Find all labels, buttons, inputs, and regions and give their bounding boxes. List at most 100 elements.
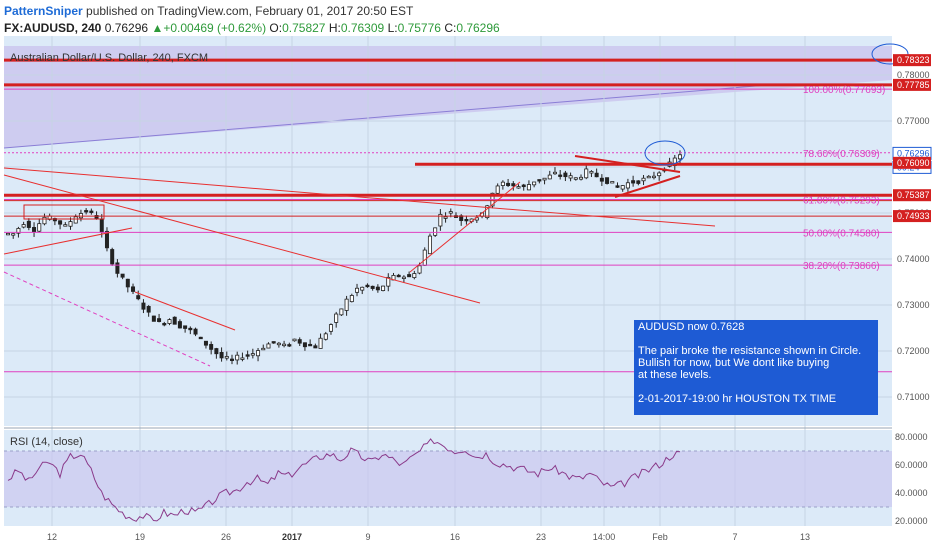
candle-body — [271, 341, 276, 344]
wedge-top — [574, 155, 681, 173]
publish-header: PatternSniper published on TradingView.c… — [4, 4, 413, 18]
rsi-band — [4, 451, 892, 507]
time-tick-label: 16 — [450, 532, 460, 542]
candle-body — [464, 218, 469, 222]
candle-body — [131, 286, 136, 292]
candle-body — [386, 276, 391, 287]
candle-body — [678, 154, 683, 160]
candle-body — [58, 220, 63, 225]
trendline-down-1 — [3, 174, 481, 304]
time-tick-label: 12 — [47, 532, 57, 542]
candle-body — [589, 171, 594, 174]
candle-body — [547, 174, 552, 180]
price-tag-label: 0.78323 — [897, 55, 930, 65]
candle-body — [177, 321, 182, 329]
candle-body — [427, 235, 432, 255]
candle-body — [89, 210, 94, 213]
fib-label: 38.20%(0.73866) — [803, 261, 880, 272]
candle-body — [631, 180, 636, 184]
candle-body — [224, 356, 229, 359]
candle-body — [412, 273, 417, 279]
candle-body — [558, 174, 563, 177]
candle-body — [579, 176, 584, 180]
candle-body — [125, 278, 130, 288]
candle-body — [84, 210, 89, 213]
candle-body — [365, 284, 370, 288]
trendline-up — [409, 181, 521, 273]
candle-body — [360, 286, 365, 291]
time-tick-label: 7 — [732, 532, 737, 542]
symbol-label: FX:AUDUSD, 240 — [4, 21, 102, 35]
candle-body — [219, 352, 224, 359]
candle-body — [542, 177, 547, 181]
close-value: 0.76296 — [456, 21, 500, 35]
candle-body — [26, 220, 31, 228]
candle-body — [516, 186, 521, 189]
candle-body — [407, 274, 412, 278]
change-value: +0.00469 (+0.62%) — [163, 21, 267, 35]
fib-label: 100.00%(0.77693) — [803, 85, 885, 96]
candle-body — [318, 337, 323, 349]
candle-body — [188, 327, 193, 331]
candle-body — [651, 175, 656, 179]
dashed-trendline — [3, 271, 211, 367]
price-tag-label: 0.74933 — [897, 211, 930, 221]
candle-body — [401, 276, 406, 279]
candle-body — [302, 342, 307, 348]
candle-body — [198, 336, 203, 340]
candle-body — [162, 323, 167, 326]
candle-body — [120, 273, 125, 278]
candle-body — [276, 342, 281, 346]
candle-body — [313, 345, 318, 349]
time-tick-label: 9 — [365, 532, 370, 542]
candle-body — [339, 308, 344, 316]
candle-body — [172, 316, 177, 325]
candle-body — [563, 172, 568, 178]
author-link[interactable]: PatternSniper — [4, 4, 83, 18]
price-axis[interactable] — [892, 36, 932, 526]
candle-body — [443, 216, 448, 219]
analysis-note: AUDUSD now 0.7628 The pair broke the res… — [634, 320, 878, 415]
rsi-tick-label: 80.0000 — [895, 432, 928, 442]
time-axis[interactable] — [4, 526, 892, 550]
candle-body — [334, 313, 339, 323]
candle-body — [193, 328, 198, 335]
candle-body — [438, 213, 443, 227]
candle-body — [344, 298, 349, 311]
candle-body — [151, 315, 156, 322]
candle-body — [532, 181, 537, 186]
note-line-5: 2-01-2017-19:00 hr HOUSTON TX TIME — [638, 393, 837, 405]
candle-body — [370, 285, 375, 289]
candle-body — [511, 183, 516, 187]
candle-body — [256, 350, 261, 357]
candle-body — [99, 218, 104, 233]
rsi-tick-label: 20.0000 — [895, 516, 928, 526]
time-tick-label: 13 — [800, 532, 810, 542]
price-tag-label: 0.76090 — [897, 158, 930, 168]
candle-body — [573, 177, 578, 180]
candle-body — [292, 338, 297, 342]
candle-body — [448, 211, 453, 214]
candle-body — [568, 175, 573, 179]
candles-layer — [6, 150, 683, 365]
flag-line-top — [134, 291, 236, 331]
candle-body — [615, 185, 620, 188]
trendline-down-2 — [3, 167, 716, 227]
candle-body — [104, 230, 109, 249]
candle-body — [646, 175, 651, 179]
candle-body — [594, 172, 599, 178]
candle-body — [381, 285, 386, 291]
note-line-1: AUDUSD now 0.7628 — [638, 321, 745, 333]
note-line-2: The pair broke the resistance shown in C… — [638, 345, 862, 357]
candle-body — [506, 182, 511, 187]
close-label: C: — [444, 21, 457, 35]
candle-body — [21, 224, 26, 228]
candle-body — [495, 185, 500, 194]
time-tick-label: 26 — [221, 532, 231, 542]
rsi-line — [7, 438, 681, 522]
candle-body — [266, 343, 271, 349]
candle-body — [42, 216, 47, 225]
high-label: H: — [328, 21, 341, 35]
triangle-up-icon: ▲ — [151, 21, 164, 35]
